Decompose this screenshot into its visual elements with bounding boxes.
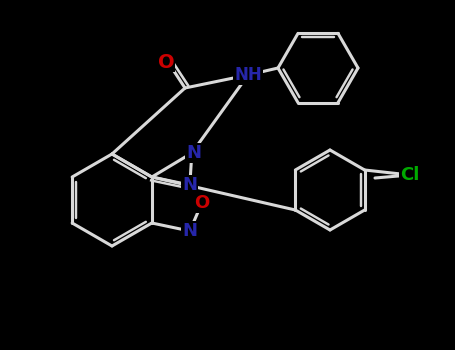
Text: N: N	[187, 144, 201, 162]
Text: O: O	[194, 194, 209, 212]
Text: Cl: Cl	[400, 166, 420, 184]
Text: O: O	[158, 52, 174, 71]
Text: N: N	[182, 222, 197, 240]
Text: N: N	[182, 176, 197, 194]
Text: NH: NH	[234, 66, 262, 84]
